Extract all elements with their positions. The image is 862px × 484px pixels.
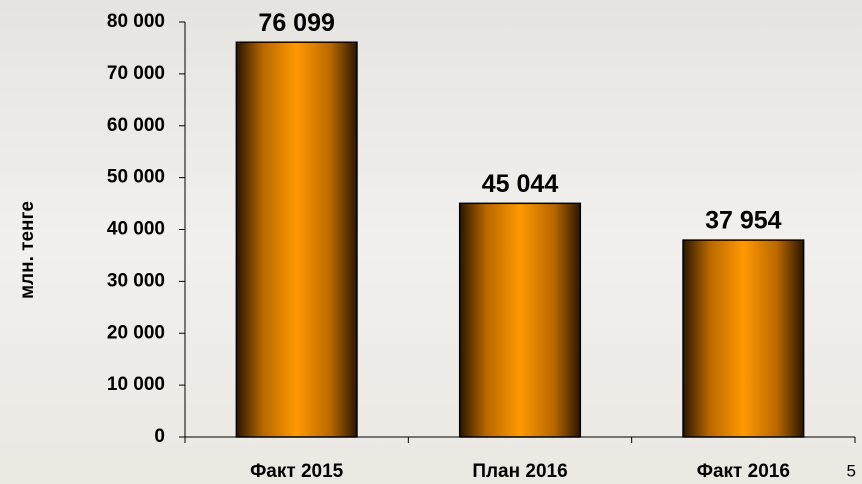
y-tick-label: 30 000	[107, 270, 165, 291]
y-tick-label: 20 000	[107, 322, 165, 343]
x-tick-label: Факт 2015	[250, 461, 344, 482]
y-axis-label: млн. тенге	[17, 201, 38, 299]
bar	[235, 41, 358, 438]
y-tick-label: 0	[154, 426, 165, 447]
x-tick-label: Факт 2016	[697, 461, 790, 482]
y-tick-label: 60 000	[107, 115, 165, 136]
y-tick-label: 10 000	[107, 374, 165, 395]
bar	[458, 202, 582, 438]
value-label: 76 099	[258, 9, 334, 37]
page-number: 5	[847, 461, 856, 480]
y-tick-label: 40 000	[107, 219, 165, 240]
y-tick-label: 80 000	[107, 11, 165, 32]
value-label: 45 044	[482, 170, 559, 198]
y-tick-label: 70 000	[107, 63, 165, 84]
bar	[682, 239, 805, 438]
y-tick-label: 50 000	[107, 167, 165, 188]
value-label: 37 954	[705, 207, 782, 235]
x-tick-label: План 2016	[472, 461, 567, 482]
